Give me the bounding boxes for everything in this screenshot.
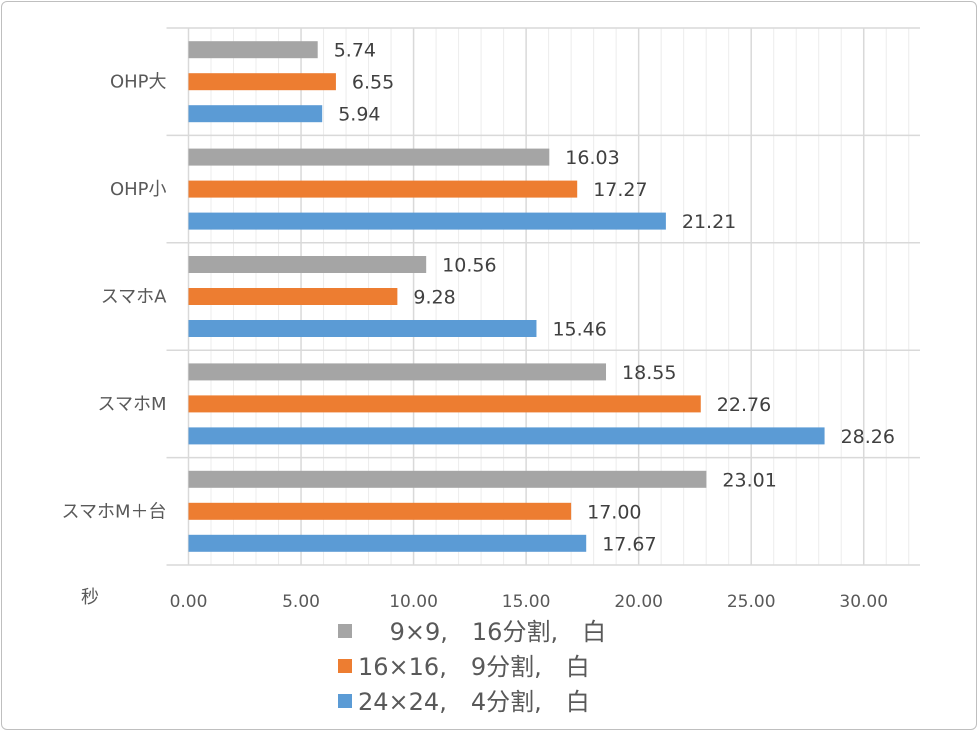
data-label: 17.67 (602, 533, 656, 555)
data-label: 23.01 (722, 469, 776, 491)
bar (188, 105, 323, 123)
bar (188, 363, 607, 381)
bar (188, 502, 572, 520)
legend-label: 16×16, 9分割, 白 (358, 653, 590, 681)
x-tick-label: 15.00 (502, 592, 551, 612)
data-label: 18.55 (622, 362, 676, 384)
x-tick-label: 10.00 (389, 592, 438, 612)
category-label: OHP大 (110, 72, 167, 93)
bar (188, 320, 537, 337)
x-axis-label: 秒 (81, 587, 99, 608)
bar (188, 180, 578, 198)
bar (188, 256, 427, 273)
x-tick-label: 30.00 (839, 592, 888, 612)
bar (188, 534, 587, 552)
legend-swatch (338, 659, 352, 673)
data-label: 5.74 (334, 40, 376, 62)
bar (188, 395, 701, 413)
category-label: OHP小 (110, 179, 167, 200)
x-tick-label: 5.00 (282, 592, 320, 612)
bar (188, 427, 825, 445)
legend-label: 24×24, 4分割, 白 (358, 688, 590, 716)
data-label: 6.55 (352, 72, 394, 94)
data-label: 17.27 (593, 179, 647, 201)
bar (188, 41, 318, 59)
bar (188, 148, 550, 166)
category-label: スマホM (98, 394, 167, 415)
data-label: 21.21 (682, 211, 736, 233)
bar (188, 288, 398, 305)
x-tick-label: 20.00 (614, 592, 663, 612)
x-tick-label: 0.00 (170, 592, 208, 612)
data-label: 28.26 (841, 426, 895, 448)
category-label: スマホM＋台 (62, 501, 167, 522)
data-label: 5.94 (338, 104, 380, 126)
data-label: 16.03 (565, 147, 619, 169)
data-label: 15.46 (552, 319, 606, 341)
bar (188, 73, 336, 91)
data-label: 9.28 (413, 287, 455, 309)
data-label: 22.76 (717, 394, 771, 416)
legend-swatch (338, 694, 352, 708)
legend-label: 9×9, 16分割, 白 (358, 618, 606, 646)
bar (188, 212, 666, 230)
category-label: スマホA (101, 287, 167, 308)
x-tick-label: 25.00 (727, 592, 776, 612)
bar (188, 470, 707, 488)
data-label: 10.56 (442, 255, 496, 277)
data-label: 17.00 (587, 501, 641, 523)
legend-swatch (338, 624, 352, 638)
